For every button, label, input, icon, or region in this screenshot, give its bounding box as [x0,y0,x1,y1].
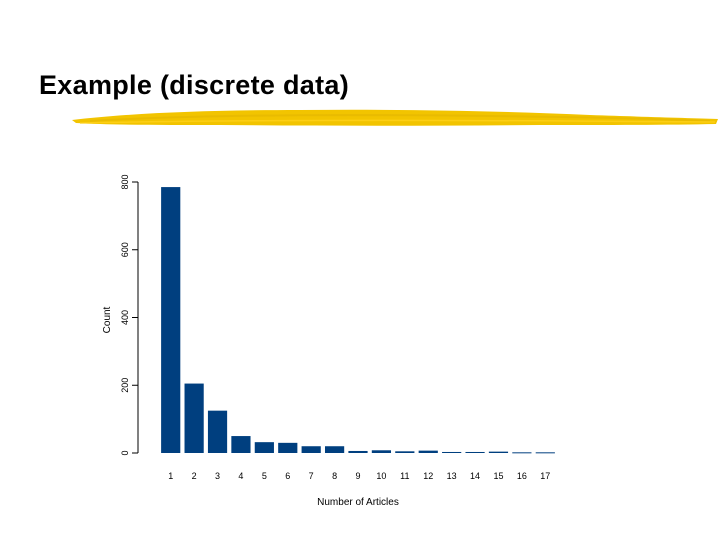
y-tick-label: 400 [120,310,130,325]
x-tick-label: 12 [423,471,433,481]
x-tick-label: 17 [540,471,550,481]
x-tick-label: 8 [332,471,337,481]
bar-11 [395,451,415,453]
bar-10 [371,450,392,453]
x-tick-label: 11 [400,471,409,481]
y-axis-label: Count [102,306,113,333]
x-tick-label: 16 [517,471,527,481]
bar-5 [254,442,274,453]
x-tick-label: 3 [215,471,220,481]
x-tick-label: 13 [447,471,457,481]
bar-3 [207,410,228,453]
x-tick-label: 15 [493,471,503,481]
x-tick-label: 10 [376,471,386,481]
bars [161,187,555,454]
x-tick-label: 5 [262,471,267,481]
x-tick-labels: 1 2 3 4 5 6 7 8 9 10 11 12 13 14 15 16 17 [168,471,550,481]
title-underline-brushstroke [72,109,718,126]
bar-16 [512,452,532,454]
bar-2 [184,383,204,453]
x-tick-label: 4 [238,471,243,481]
bar-17 [535,452,555,454]
bar-6 [278,442,298,453]
bar-15 [488,451,509,453]
bar-14 [465,451,485,453]
x-axis-label: Number of Articles [317,497,399,508]
bar-4 [231,436,251,453]
y-tick-label: 200 [120,378,130,393]
x-tick-label: 7 [309,471,314,481]
x-tick-label: 6 [285,471,290,481]
x-tick-label: 9 [355,471,360,481]
y-axis: 0 200 400 600 800 [120,174,139,456]
bar-12 [418,450,438,453]
x-tick-label: 2 [192,471,197,481]
bar-13 [442,451,462,453]
x-tick-label: 1 [168,471,173,481]
bar-7 [301,446,321,453]
y-tick-label: 600 [120,242,130,257]
bar-8 [324,446,345,453]
y-tick-label: 0 [120,450,130,455]
x-tick-label: 14 [470,471,480,481]
bar-9 [348,450,368,453]
bar-1 [161,187,181,453]
y-tick-label: 800 [120,174,130,189]
slide-title: Example (discrete data) [39,70,350,100]
